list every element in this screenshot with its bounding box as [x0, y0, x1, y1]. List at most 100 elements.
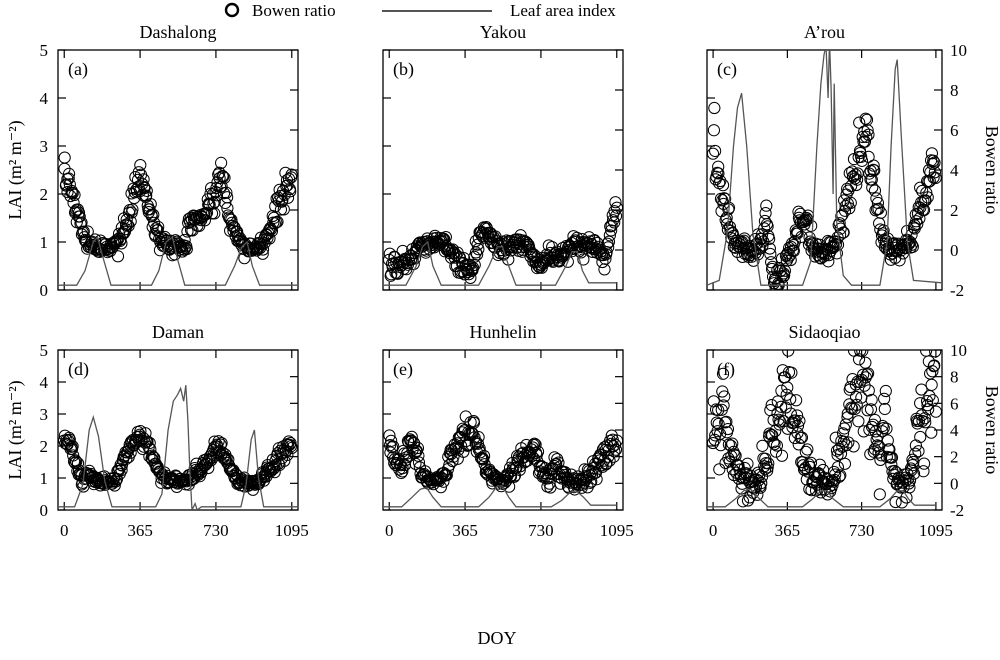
bowen-point: [778, 264, 792, 277]
right-tick-label: 4: [950, 421, 959, 440]
bowen-point: [474, 446, 487, 459]
bowen-point: [915, 409, 928, 422]
bowen-point: [717, 399, 730, 412]
bowen-point: [607, 450, 620, 463]
bowen-point: [860, 130, 873, 143]
bowen-point: [602, 241, 615, 254]
bowen-point: [776, 364, 789, 377]
bowen-point: [137, 173, 150, 186]
bowen-point: [77, 225, 90, 238]
bowen-point: [804, 456, 818, 469]
left-tick-label: 4: [40, 373, 49, 392]
bowen-point: [281, 179, 294, 192]
bowen-point: [831, 238, 845, 251]
bowen-point: [600, 457, 613, 470]
bowen-point: [763, 242, 776, 255]
bowen-point: [256, 243, 270, 256]
bowen-point: [383, 429, 396, 442]
bowen-point: [865, 393, 878, 407]
bowen-point: [741, 457, 754, 470]
bowen-point: [712, 417, 725, 431]
bowen-point: [115, 464, 128, 477]
panel-title: Dashalong: [140, 22, 217, 42]
bowen-point: [707, 436, 720, 450]
bowen-point: [276, 194, 289, 207]
bowen-point: [405, 434, 418, 447]
right-tick-label: -2: [950, 281, 964, 300]
bowen-point: [721, 422, 735, 436]
x-tick-label: 730: [849, 521, 875, 540]
bowen-point: [821, 488, 834, 501]
bowen-point: [768, 438, 781, 451]
bowen-point: [852, 353, 866, 366]
bowen-point: [281, 448, 294, 462]
bowen-point: [850, 390, 863, 404]
bowen-point: [871, 196, 885, 210]
bowen-point: [862, 367, 875, 380]
left-tick-label: 2: [40, 185, 49, 204]
bowen-point: [527, 452, 540, 465]
bowen-point: [198, 214, 211, 227]
bowen-point: [903, 481, 916, 494]
bowen-point: [917, 465, 930, 478]
bowen-point: [916, 414, 929, 428]
bowen-point: [929, 350, 942, 358]
bowen-point: [469, 246, 483, 259]
bowen-point: [70, 455, 83, 468]
bowen-point: [883, 443, 896, 456]
bowen-point: [928, 156, 941, 169]
bowen-point: [905, 238, 918, 251]
bowen-point: [268, 217, 281, 230]
bowen-point: [412, 449, 425, 462]
bowen-point: [718, 390, 731, 403]
left-tick-label: 5: [40, 41, 49, 60]
right-tick-label: 8: [950, 368, 959, 387]
bowen-point: [891, 245, 904, 258]
bowen-series: [383, 410, 623, 496]
bowen-series: [58, 151, 298, 265]
bowen-point: [61, 185, 74, 199]
bowen-point: [762, 457, 775, 470]
x-tick-label: 365: [452, 521, 478, 540]
bowen-point: [784, 407, 797, 420]
bowen-point: [284, 440, 298, 453]
bowen-point: [895, 496, 908, 509]
bowen-point: [142, 441, 155, 454]
bowen-point: [709, 144, 722, 158]
bowen-point: [927, 154, 940, 167]
bowen-point: [284, 185, 297, 198]
bowen-point: [517, 446, 530, 459]
bowen-point: [784, 253, 797, 267]
bowen-point: [437, 232, 450, 245]
bowen-point: [918, 412, 931, 425]
left-axis-title: LAI (m² m⁻²): [5, 380, 26, 479]
bowen-point: [200, 206, 214, 219]
bowen-point: [919, 416, 932, 429]
lai-line: [383, 485, 617, 508]
bowen-point: [919, 194, 932, 207]
bowen-point: [180, 475, 193, 488]
bowen-point: [716, 367, 730, 380]
bowen-point: [62, 167, 76, 180]
bowen-point: [780, 388, 793, 401]
bowen-point: [795, 431, 809, 444]
bowen-point: [147, 208, 160, 221]
bowen-point: [132, 166, 145, 179]
bowen-point: [602, 235, 616, 248]
bowen-point: [207, 197, 220, 210]
bowen-point: [755, 476, 768, 490]
bowen-point: [781, 381, 794, 394]
bowen-point: [885, 451, 899, 464]
bowen-point: [917, 457, 931, 470]
bowen-point: [868, 184, 882, 197]
bowen-point: [610, 434, 623, 447]
bowen-point: [277, 203, 290, 216]
bowen-point: [843, 202, 856, 215]
bowen-point: [756, 239, 769, 252]
bowen-point: [855, 150, 868, 163]
bowen-point: [396, 465, 409, 478]
bowen-point: [220, 186, 233, 199]
panel-label: (c): [717, 59, 737, 80]
bowen-point: [126, 203, 139, 216]
